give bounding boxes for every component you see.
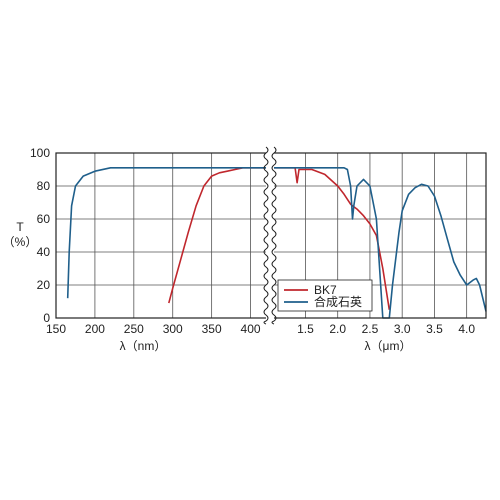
x-tick-label: 250: [124, 322, 144, 336]
axis-break-band: [266, 147, 274, 324]
series-line-quartz-ir: [270, 167, 487, 319]
legend-label-quartz: 合成石英: [314, 294, 362, 309]
y-axis-unit: （%）: [3, 235, 38, 249]
x-tick-label: 200: [85, 322, 105, 336]
x-tick-label: 150: [46, 322, 66, 336]
series-line-bk7-uv: [168, 167, 270, 304]
legend-box: [277, 279, 373, 312]
legend-label-bk7: BK7: [314, 283, 337, 297]
series-layer: [66, 167, 487, 319]
series-line-quartz-uv: [66, 167, 270, 299]
x-tick-label: 2.0: [329, 322, 346, 336]
x-tick-label: 2.5: [362, 322, 379, 336]
y-tick-label: 100: [30, 146, 50, 160]
x-axis-label-um: λ（μm）: [365, 339, 412, 353]
y-tick-label: 0: [43, 311, 50, 325]
x-tick-label: 350: [202, 322, 222, 336]
x-tick-label: 4.0: [458, 322, 475, 336]
y-tick-label: 80: [37, 179, 51, 193]
text-layer: 0 20 40 60 80 100 150 200 250 300 350 400 λ（nm） 1.5 2.…: [3, 146, 476, 353]
series-line-bk7-ir: [270, 167, 391, 310]
axis-break-line: [263, 146, 269, 325]
y-axis-label: T: [16, 220, 24, 234]
axis-break-line: [271, 146, 277, 325]
frame-layer: [55, 146, 487, 325]
y-tick-label: 60: [37, 212, 51, 226]
x-tick-label: 400: [241, 322, 261, 336]
x-tick-label: 3.0: [394, 322, 411, 336]
x-tick-label: 300: [163, 322, 183, 336]
x-axis-label-nm: λ（nm）: [120, 339, 167, 353]
x-tick-label: 1.5: [297, 322, 314, 336]
x-tick-label: 3.5: [426, 322, 443, 336]
y-tick-label: 40: [37, 245, 51, 259]
y-tick-label: 20: [37, 278, 51, 292]
